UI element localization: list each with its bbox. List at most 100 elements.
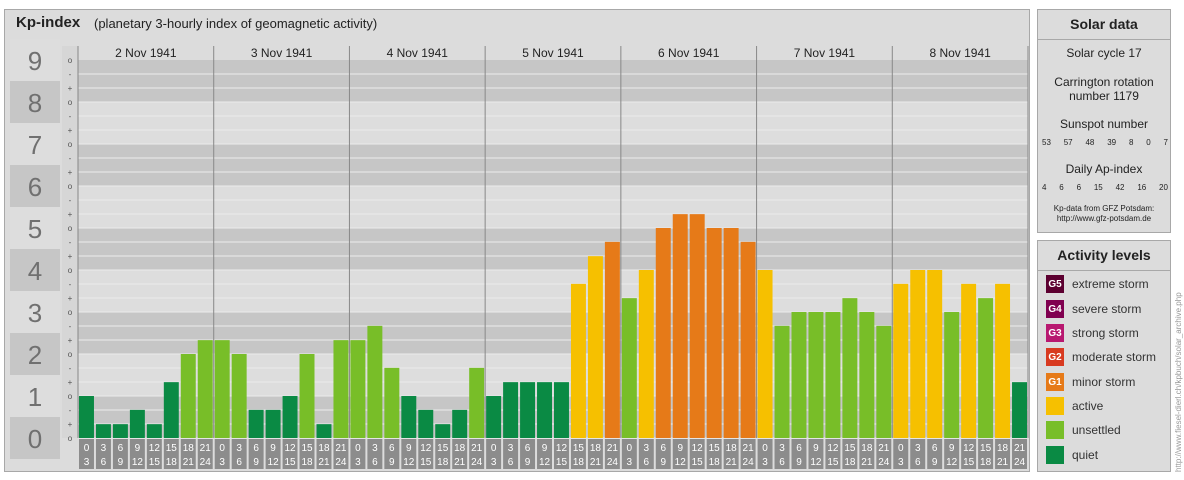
interval-start-label: 9 xyxy=(949,443,955,454)
day-label: 7 Nov 1941 xyxy=(794,46,856,60)
carrington-line2: number 1179 xyxy=(1069,89,1139,103)
interval-start-label: 6 xyxy=(796,443,802,454)
interval-end-label: 18 xyxy=(301,457,313,468)
sunspot-title: Sunspot number xyxy=(1059,117,1149,131)
sub-tick-label: + xyxy=(68,336,73,345)
interval-start-label: 9 xyxy=(406,443,412,454)
sub-tick-label: o xyxy=(68,182,73,191)
legend-item-strong-storm: G3 strong storm xyxy=(1046,323,1139,343)
time-cell xyxy=(316,439,332,469)
interval-start-label: 12 xyxy=(827,443,839,454)
legend-label: quiet xyxy=(1072,448,1099,462)
time-cell xyxy=(876,439,892,469)
interval-start-label: 12 xyxy=(692,443,704,454)
legend-label: severe storm xyxy=(1072,302,1142,316)
ap-value: 4 xyxy=(1042,183,1047,192)
time-cell xyxy=(299,439,315,469)
time-cell xyxy=(621,439,637,469)
kp-band xyxy=(78,270,1028,312)
interval-end-label: 12 xyxy=(268,457,280,468)
kp-bar xyxy=(112,424,128,438)
time-cell xyxy=(791,439,807,469)
interval-start-label: 21 xyxy=(607,443,619,454)
data-source-link[interactable]: http://www.gfz-potsdam.de xyxy=(1056,214,1152,223)
time-cell xyxy=(910,439,926,469)
kp-bar xyxy=(384,367,400,438)
sub-tick-label: + xyxy=(68,168,73,177)
time-cell xyxy=(452,439,468,469)
interval-start-label: 6 xyxy=(118,443,124,454)
sub-tick-label: - xyxy=(69,280,72,289)
kp-band xyxy=(78,228,1028,270)
kp-bar xyxy=(638,270,654,438)
kp-bar xyxy=(587,256,603,438)
activity-levels-panel: Activity levels G5 extreme storm G4 seve… xyxy=(1037,240,1171,472)
interval-start-label: 9 xyxy=(135,443,141,454)
sub-tick-label: - xyxy=(69,70,72,79)
kp-bar xyxy=(180,354,196,438)
source-watermark: http://www.fiesel-dierl.ch/kpbuch/solar_… xyxy=(1174,292,1183,472)
kp-bar xyxy=(520,382,536,438)
interval-start-label: 6 xyxy=(253,443,259,454)
interval-end-label: 9 xyxy=(118,457,124,468)
kp-bar xyxy=(859,312,875,438)
time-cell xyxy=(893,439,909,469)
kp-bar xyxy=(469,367,485,438)
legend-swatch xyxy=(1046,421,1064,439)
time-cell xyxy=(604,439,620,469)
interval-start-label: 0 xyxy=(491,443,497,454)
interval-start-label: 3 xyxy=(508,443,514,454)
time-cell xyxy=(163,439,179,469)
time-cell xyxy=(214,439,230,469)
kp-bar xyxy=(129,409,145,438)
interval-end-label: 18 xyxy=(437,457,449,468)
ap-index-title: Daily Ap-index xyxy=(1065,162,1143,176)
legend-swatch: G1 xyxy=(1046,373,1064,391)
interval-start-label: 18 xyxy=(590,443,602,454)
interval-start-label: 9 xyxy=(813,443,819,454)
time-cell xyxy=(537,439,552,469)
interval-end-label: 3 xyxy=(84,457,90,468)
kp-bar xyxy=(672,214,688,438)
y-tick-label: 9 xyxy=(28,46,42,76)
interval-end-label: 15 xyxy=(827,457,839,468)
interval-start-label: 15 xyxy=(709,443,721,454)
interval-end-label: 15 xyxy=(556,457,568,468)
sub-tick-label: o xyxy=(68,140,73,149)
kp-bar xyxy=(333,340,349,438)
kp-band xyxy=(78,60,1028,102)
y-tick-label: 8 xyxy=(28,88,42,118)
interval-start-label: 9 xyxy=(270,443,276,454)
interval-end-label: 18 xyxy=(573,457,585,468)
y-tick-label: 5 xyxy=(28,214,42,244)
interval-end-label: 24 xyxy=(743,457,755,468)
interval-start-label: 15 xyxy=(573,443,585,454)
interval-end-label: 18 xyxy=(980,457,992,468)
interval-start-label: 3 xyxy=(779,443,785,454)
interval-end-label: 3 xyxy=(762,457,768,468)
interval-end-label: 3 xyxy=(491,457,497,468)
sub-tick-label: + xyxy=(68,252,73,261)
time-cell xyxy=(180,439,196,469)
y-axis-band xyxy=(10,207,60,249)
chart-header: Kp-index (planetary 3-hourly index of ge… xyxy=(4,9,1030,35)
interval-start-label: 15 xyxy=(301,443,313,454)
interval-end-label: 24 xyxy=(471,457,483,468)
kp-bar xyxy=(282,396,298,438)
kp-bar xyxy=(944,312,960,438)
time-cell xyxy=(503,439,519,469)
y-axis-band xyxy=(10,165,60,207)
interval-end-label: 6 xyxy=(236,457,242,468)
legend-swatch: G3 xyxy=(1046,324,1064,342)
sub-tick-label: o xyxy=(68,350,73,359)
interval-start-label: 18 xyxy=(183,443,195,454)
kp-bar xyxy=(842,298,858,438)
chart-subtitle: (planetary 3-hourly index of geomagnetic… xyxy=(94,16,378,31)
interval-start-label: 12 xyxy=(556,443,568,454)
time-cell xyxy=(638,439,654,469)
time-cell xyxy=(384,439,400,469)
time-cell xyxy=(401,439,417,469)
kp-bar xyxy=(418,409,434,438)
interval-start-label: 9 xyxy=(677,443,683,454)
day-label: 3 Nov 1941 xyxy=(251,46,313,60)
